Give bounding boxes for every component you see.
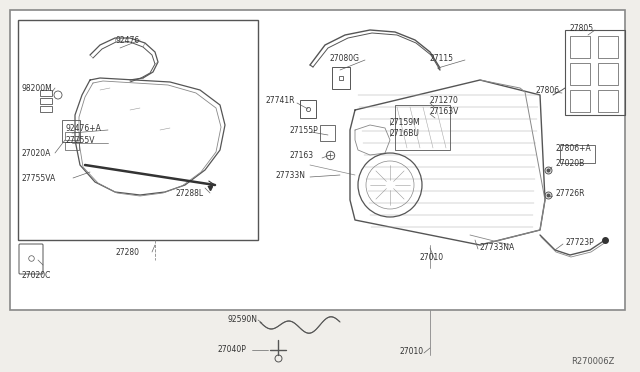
Text: 27755V: 27755V <box>65 135 95 144</box>
Text: 92590N: 92590N <box>228 315 258 324</box>
Bar <box>18 20 258 240</box>
Text: 27159M: 27159M <box>390 118 420 126</box>
Bar <box>570 90 590 112</box>
Text: 27741R: 27741R <box>265 96 294 105</box>
Bar <box>40 106 52 112</box>
Bar <box>65 132 79 140</box>
Text: 27726R: 27726R <box>555 189 584 198</box>
Bar <box>598 36 618 58</box>
Bar <box>395 105 450 150</box>
Text: R270006Z: R270006Z <box>572 357 615 366</box>
Bar <box>40 90 52 96</box>
Text: 27010: 27010 <box>420 253 444 263</box>
Text: 92476: 92476 <box>115 35 140 45</box>
Text: 92476+A: 92476+A <box>65 124 101 132</box>
Text: 27733N: 27733N <box>275 170 305 180</box>
Text: 27020B: 27020B <box>555 158 584 167</box>
Bar <box>300 100 316 118</box>
Text: 2716BU: 2716BU <box>390 128 420 138</box>
Text: 27805: 27805 <box>570 23 594 32</box>
Bar <box>65 142 79 150</box>
Text: 27020A: 27020A <box>22 148 51 157</box>
Text: 27020C: 27020C <box>22 270 51 279</box>
Bar <box>40 98 52 104</box>
Bar <box>320 125 335 141</box>
Text: 27288L: 27288L <box>175 189 203 198</box>
Text: 27010: 27010 <box>400 347 424 356</box>
Text: 98200M: 98200M <box>22 83 52 93</box>
Text: 27280: 27280 <box>115 247 139 257</box>
Text: 271270: 271270 <box>430 96 459 105</box>
Bar <box>570 63 590 85</box>
Bar <box>570 36 590 58</box>
Bar <box>332 67 350 89</box>
Text: 27163V: 27163V <box>430 106 460 115</box>
Text: 27806+A: 27806+A <box>555 144 591 153</box>
Text: 27723P: 27723P <box>565 237 594 247</box>
Text: 27115: 27115 <box>430 54 454 62</box>
Bar <box>10 10 625 310</box>
Text: 27040P: 27040P <box>218 346 247 355</box>
Bar <box>598 63 618 85</box>
Text: 27733NA: 27733NA <box>480 243 515 251</box>
Text: 27806: 27806 <box>536 86 560 94</box>
Bar <box>565 30 625 115</box>
Bar <box>598 90 618 112</box>
Bar <box>560 145 595 163</box>
Text: 27755VA: 27755VA <box>22 173 56 183</box>
Text: 27080G: 27080G <box>330 54 360 62</box>
Text: 27163: 27163 <box>290 151 314 160</box>
Text: 27155P: 27155P <box>290 125 319 135</box>
Bar <box>62 120 80 142</box>
